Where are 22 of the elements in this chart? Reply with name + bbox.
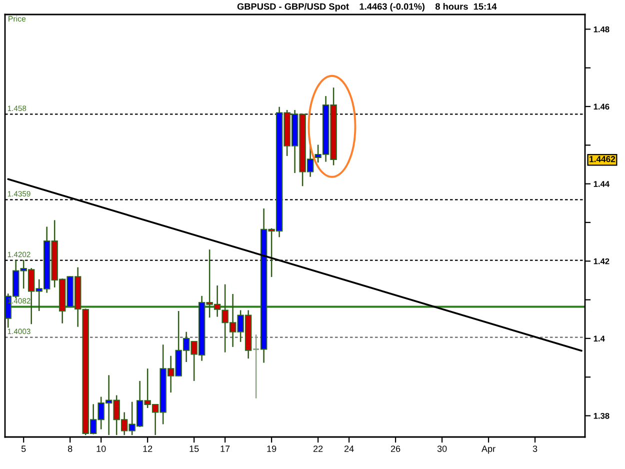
x-tick-label: 3 [532, 446, 538, 452]
x-tick-label: 30 [437, 446, 447, 452]
y-tick-label: 1.4 [594, 336, 605, 342]
x-tick-label: 26 [390, 446, 400, 452]
y-tick-label: 1.38 [594, 412, 610, 419]
x-tick-label: 10 [96, 446, 106, 452]
x-tick-label: 5 [21, 446, 26, 452]
x-tick-label: Apr [482, 446, 496, 454]
chart-title: GBPUSD - GBP/USD Spot 1.4463 (-0.01%) 8 hours 15:14 [237, 3, 497, 12]
x-tick-label: 12 [143, 446, 152, 452]
y-tick-label: 1.42 [594, 258, 610, 264]
x-tick-label: 17 [220, 446, 230, 452]
y-tick-label: 1.46 [594, 104, 610, 110]
y-tick-label: 1.44 [594, 181, 610, 187]
x-tick-label: 19 [267, 446, 276, 452]
annotation: 1.4462 [590, 156, 616, 162]
x-tick-label: 15 [190, 446, 199, 452]
x-tick-label: 24 [344, 446, 354, 452]
x-tick-label: 22 [313, 446, 323, 452]
y-tick-label: 1.48 [594, 26, 610, 32]
candlestick [252, 334, 260, 399]
x-tick-label: 8 [68, 446, 72, 452]
